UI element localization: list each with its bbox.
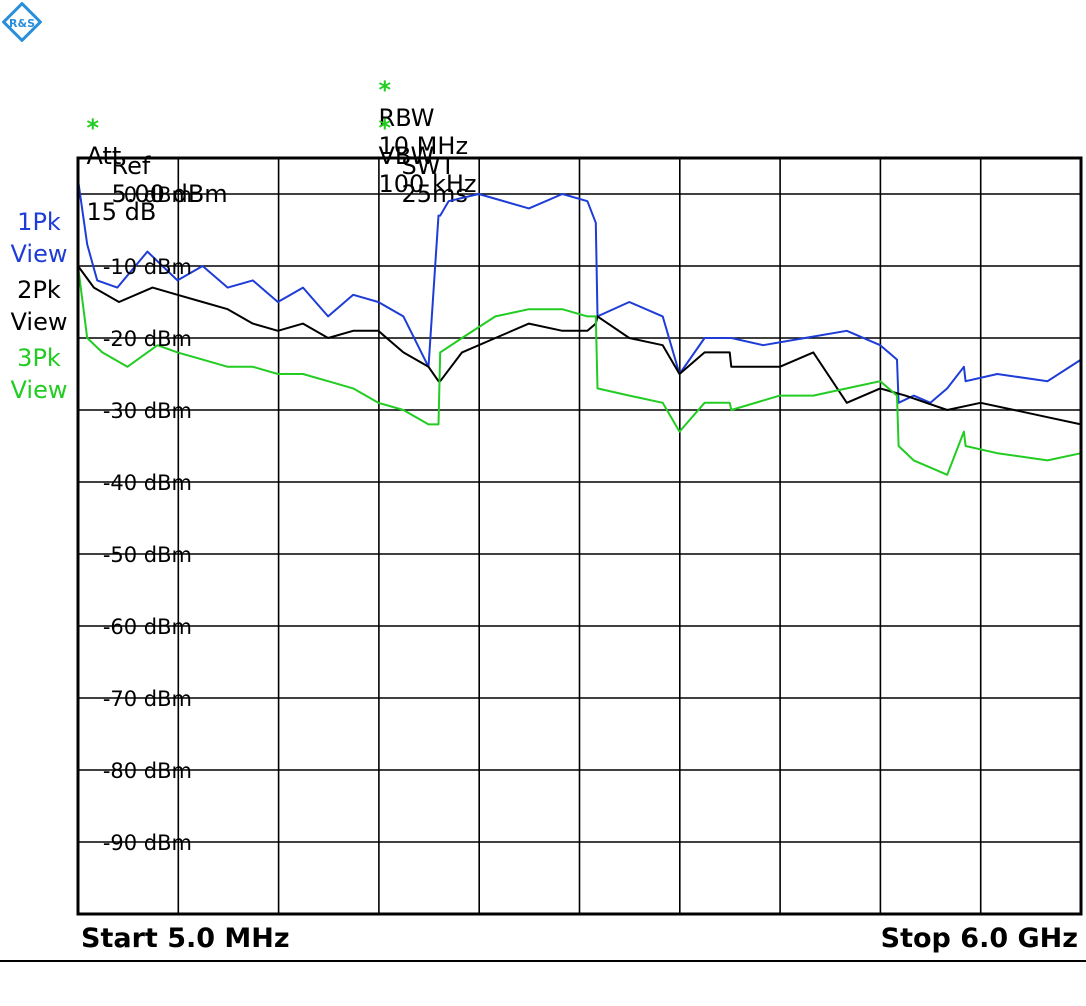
rohde-schwarz-logo-icon: R&S	[2, 2, 42, 42]
trace-2-view: View	[10, 308, 68, 336]
y-tick-label: -90 dBm	[103, 831, 192, 855]
trace-1-view: View	[10, 240, 68, 268]
trace-2-mode: 2Pk	[17, 276, 61, 304]
trace-3-mode: 3Pk	[17, 344, 61, 372]
att-star: *	[86, 114, 100, 142]
plot-frame	[76, 156, 1083, 916]
trace-2-line	[77, 265, 1082, 426]
y-tick-label: -50 dBm	[103, 543, 192, 567]
rbw-value: 10 MHz	[378, 132, 469, 160]
vbw-setting: * VBW 100 kHz	[348, 86, 477, 226]
y-tick-label: -20 dBm	[103, 327, 192, 351]
trace-2-label: 2Pk View	[8, 276, 70, 336]
vbw-label: VBW	[378, 142, 435, 170]
y-tick-label: -10 dBm	[103, 255, 192, 279]
y-tick-label: -70 dBm	[103, 687, 192, 711]
trace-3-label: 3Pk View	[8, 344, 70, 404]
trace-1-line	[77, 179, 1082, 404]
y-tick-label: -30 dBm	[103, 399, 192, 423]
y-tick-label: 0 dBm	[124, 183, 192, 207]
y-tick-label: -60 dBm	[103, 615, 192, 639]
trace-3-line	[77, 265, 1082, 476]
trace-1-mode: 1Pk	[17, 208, 61, 236]
y-tick-label: -80 dBm	[103, 759, 192, 783]
logo-text: R&S	[9, 17, 35, 30]
vbw-star: *	[378, 114, 392, 142]
rbw-setting: * RBW 10 MHz	[348, 48, 469, 188]
y-tick-label: -40 dBm	[103, 471, 192, 495]
att-label: Att	[86, 142, 122, 170]
trace-3-view: View	[10, 376, 68, 404]
att-setting: * Att 15 dB	[56, 86, 157, 254]
grid	[78, 158, 1081, 914]
footer-divider	[0, 960, 1086, 962]
start-frequency: Start 5.0 MHz	[81, 923, 290, 954]
traces	[77, 179, 1082, 476]
rbw-star: *	[378, 76, 392, 104]
rbw-label: RBW	[378, 104, 435, 132]
trace-1-label: 1Pk View	[8, 208, 70, 268]
att-value: 15 dB	[86, 198, 157, 226]
y-tick-labels: 0 dBm -10 dBm -20 dBm -30 dBm -40 dBm -50 dBm…	[103, 183, 192, 855]
stop-frequency: Stop 6.0 GHz	[880, 923, 1078, 954]
